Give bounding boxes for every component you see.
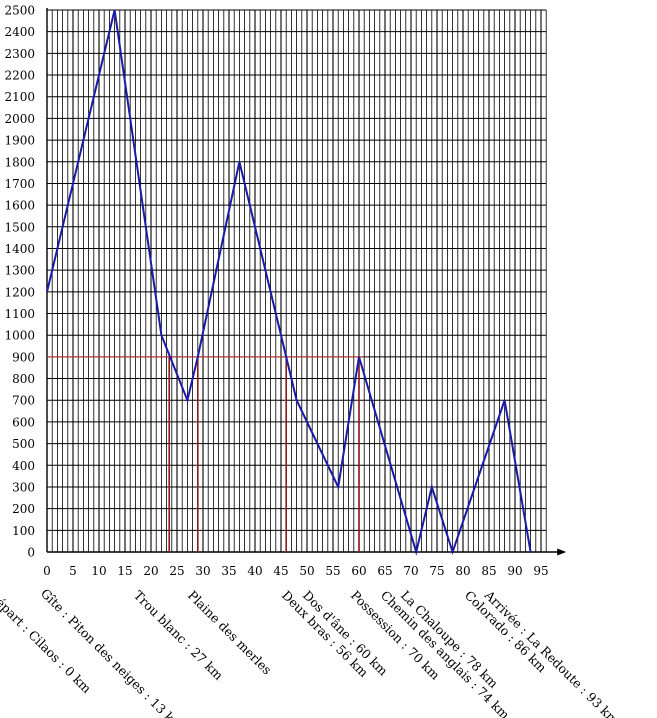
place-label: Arrivée : La Redoute : 93 km	[481, 587, 622, 718]
x-tick-label: 0	[43, 564, 51, 578]
y-tick-label: 1100	[4, 307, 35, 321]
x-tick-label: 85	[481, 564, 496, 578]
x-tick-label: 60	[351, 564, 366, 578]
y-tick-label: 1700	[4, 177, 35, 191]
x-tick-label: 30	[195, 564, 210, 578]
y-tick-label: 1800	[4, 155, 35, 169]
x-tick-label: 90	[507, 564, 522, 578]
y-tick-label: 2400	[4, 25, 35, 39]
x-tick-label: 75	[429, 564, 444, 578]
y-tick-label: 0	[27, 546, 35, 560]
series-layer	[46, 9, 532, 556]
x-axis-arrow-icon	[557, 548, 567, 556]
y-tick-label: 1400	[4, 242, 35, 256]
y-tick-label: 700	[12, 394, 35, 408]
y-tick-label: 1900	[4, 134, 35, 148]
y-tick-label: 2300	[4, 47, 35, 61]
x-tick-label: 25	[169, 564, 184, 578]
y-tick-label: 900	[12, 350, 35, 364]
place-label: Dos d'âne : 60 km	[300, 588, 391, 679]
x-tick-label: 80	[455, 564, 470, 578]
x-tick-label: 65	[377, 564, 392, 578]
x-tick-label: 35	[221, 564, 236, 578]
tick-labels: 0100200300400500600700800900100011001200…	[4, 4, 548, 579]
y-tick-label: 800	[12, 372, 35, 386]
axes	[46, 8, 567, 556]
x-tick-label: 45	[273, 564, 288, 578]
y-tick-label: 1000	[4, 329, 35, 343]
reference-lines	[47, 356, 364, 552]
x-tick-label: 50	[299, 564, 314, 578]
x-tick-label: 95	[533, 564, 548, 578]
y-tick-label: 1600	[4, 199, 35, 213]
y-tick-label: 1200	[4, 285, 35, 299]
y-tick-label: 100	[12, 524, 35, 538]
x-tick-label: 15	[117, 564, 132, 578]
x-tick-label: 20	[143, 564, 158, 578]
y-tick-label: 500	[12, 437, 35, 451]
y-tick-label: 300	[12, 480, 35, 494]
y-tick-label: 1300	[4, 264, 35, 278]
x-tick-label: 55	[325, 564, 340, 578]
x-tick-label: 40	[247, 564, 262, 578]
y-tick-label: 200	[12, 502, 35, 516]
x-tick-label: 70	[403, 564, 418, 578]
grid	[47, 9, 547, 552]
y-tick-label: 1500	[4, 220, 35, 234]
y-tick-label: 2000	[4, 112, 35, 126]
place-label: Trou blanc : 27 km	[131, 588, 226, 683]
x-tick-label: 5	[69, 564, 77, 578]
y-tick-label: 600	[12, 415, 35, 429]
elevation-profile-line	[46, 9, 532, 556]
y-tick-label: 2100	[4, 90, 35, 104]
y-tick-label: 400	[12, 459, 35, 473]
x-tick-label: 10	[91, 564, 106, 578]
y-tick-label: 2200	[4, 69, 35, 83]
y-tick-label: 2500	[4, 4, 35, 18]
